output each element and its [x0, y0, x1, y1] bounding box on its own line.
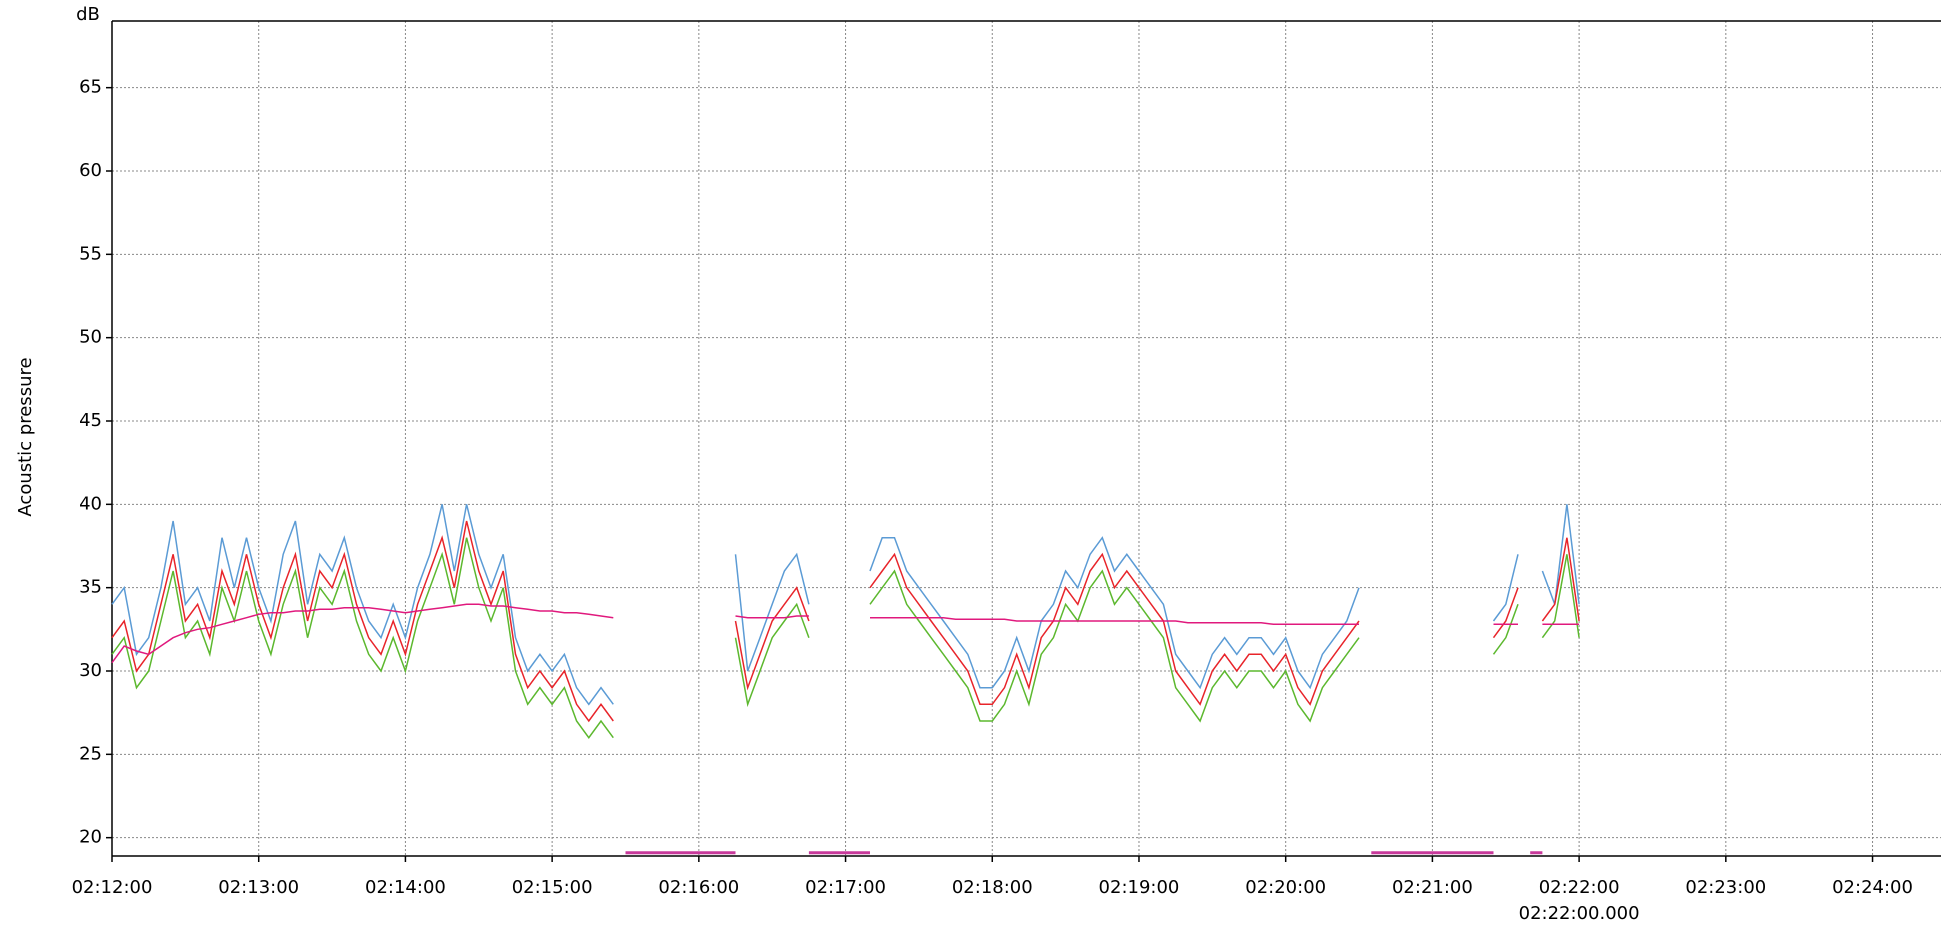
y-tick-label: 40 — [79, 493, 102, 514]
series-line — [111, 504, 1580, 706]
y-tick-label: 50 — [79, 327, 102, 348]
y-tick-label: 60 — [79, 160, 102, 181]
x-tick-label: 02:22:00 — [1539, 877, 1620, 898]
x-tick-label: 02:21:00 — [1392, 877, 1473, 898]
y-tick-label: 20 — [79, 827, 102, 848]
y-tick-label: 65 — [79, 77, 102, 98]
y-tick-label: 30 — [79, 660, 102, 681]
series-line — [111, 603, 1580, 664]
x-tick-label: 02:17:00 — [805, 877, 886, 898]
x-tick-label: 02:14:00 — [365, 877, 446, 898]
y-unit: dB — [76, 4, 100, 25]
y-tick-label: 25 — [79, 743, 102, 764]
x-tick-label: 02:18:00 — [952, 877, 1033, 898]
y-tick-label: 45 — [79, 410, 102, 431]
x-tick-label: 02:16:00 — [658, 877, 739, 898]
x-tick-label: 02:20:00 — [1245, 877, 1326, 898]
series-line — [111, 537, 1580, 739]
y-tick-label: 55 — [79, 243, 102, 264]
x-tick-label: 02:12:00 — [72, 877, 153, 898]
y-tick-label: 35 — [79, 577, 102, 598]
annotation: 02:22:00.000 — [1519, 903, 1640, 924]
x-tick-label: 02:23:00 — [1685, 877, 1766, 898]
series-line — [111, 520, 1580, 723]
x-tick-label: 02:24:00 — [1832, 877, 1913, 898]
x-tick-label: 02:15:00 — [512, 877, 593, 898]
x-tick-label: 02:19:00 — [1099, 877, 1180, 898]
x-tick-label: 02:13:00 — [218, 877, 299, 898]
y-axis-label: Acoustic pressure — [15, 357, 36, 516]
